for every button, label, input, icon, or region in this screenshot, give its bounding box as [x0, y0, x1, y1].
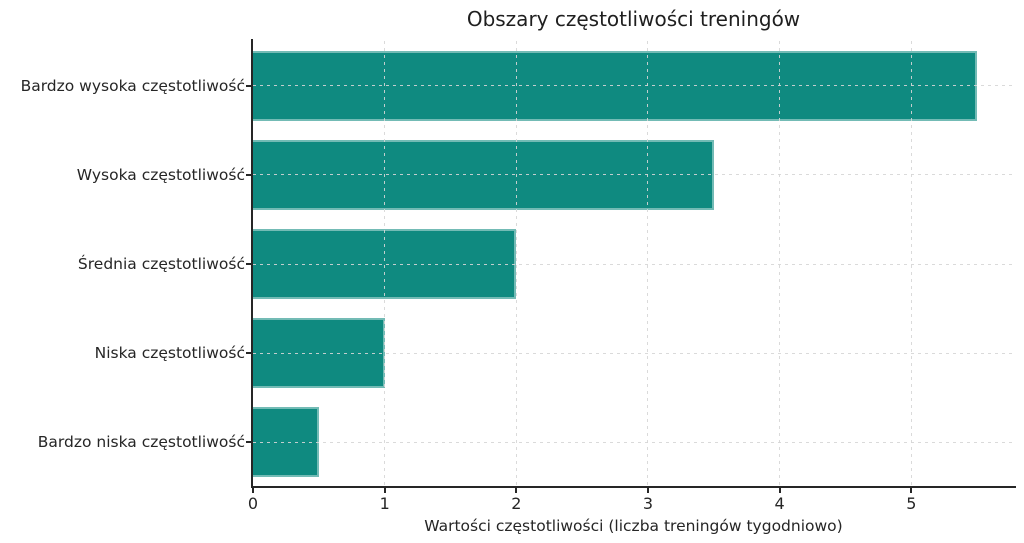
gridline-horizontal	[253, 85, 1014, 87]
y-tick-label: Bardzo wysoka częstotliwość	[20, 76, 245, 95]
gridline-horizontal	[253, 352, 1014, 354]
y-tick-mark	[246, 263, 251, 265]
x-tick-label: 1	[379, 494, 390, 513]
gridline-horizontal	[253, 441, 1014, 443]
x-tick-mark	[778, 488, 781, 493]
y-axis-spine	[251, 39, 253, 487]
gridline-horizontal	[253, 263, 1014, 265]
x-axis-spine	[251, 486, 1016, 488]
x-tick-mark	[646, 488, 649, 493]
x-tick-label: 4	[774, 494, 785, 513]
y-tick-label: Wysoka częstotliwość	[76, 165, 245, 184]
x-axis-label: Wartości częstotliwości (liczba treningó…	[424, 517, 843, 535]
y-tick-label: Bardzo niska częstotliwość	[37, 433, 245, 452]
y-tick-label: Niska częstotliwość	[94, 344, 245, 363]
x-tick-mark	[252, 488, 254, 493]
y-tick-mark	[246, 173, 251, 176]
y-tick-mark	[246, 84, 251, 87]
x-tick-label: 0	[247, 494, 259, 513]
gridline-horizontal	[253, 174, 1014, 176]
y-tick-mark	[246, 441, 251, 444]
chart-title: Obszary częstotliwości treningów	[466, 7, 801, 31]
x-tick-label: 5	[906, 494, 917, 513]
y-tick-label: Średnia częstotliwość	[77, 255, 245, 273]
y-tick-mark	[246, 352, 251, 355]
x-tick-mark	[910, 488, 913, 493]
x-tick-label: 3	[642, 494, 654, 513]
x-tick-label: 2	[511, 494, 522, 513]
x-tick-mark	[515, 488, 518, 493]
plot-area	[253, 41, 1014, 487]
x-tick-mark	[383, 488, 386, 493]
